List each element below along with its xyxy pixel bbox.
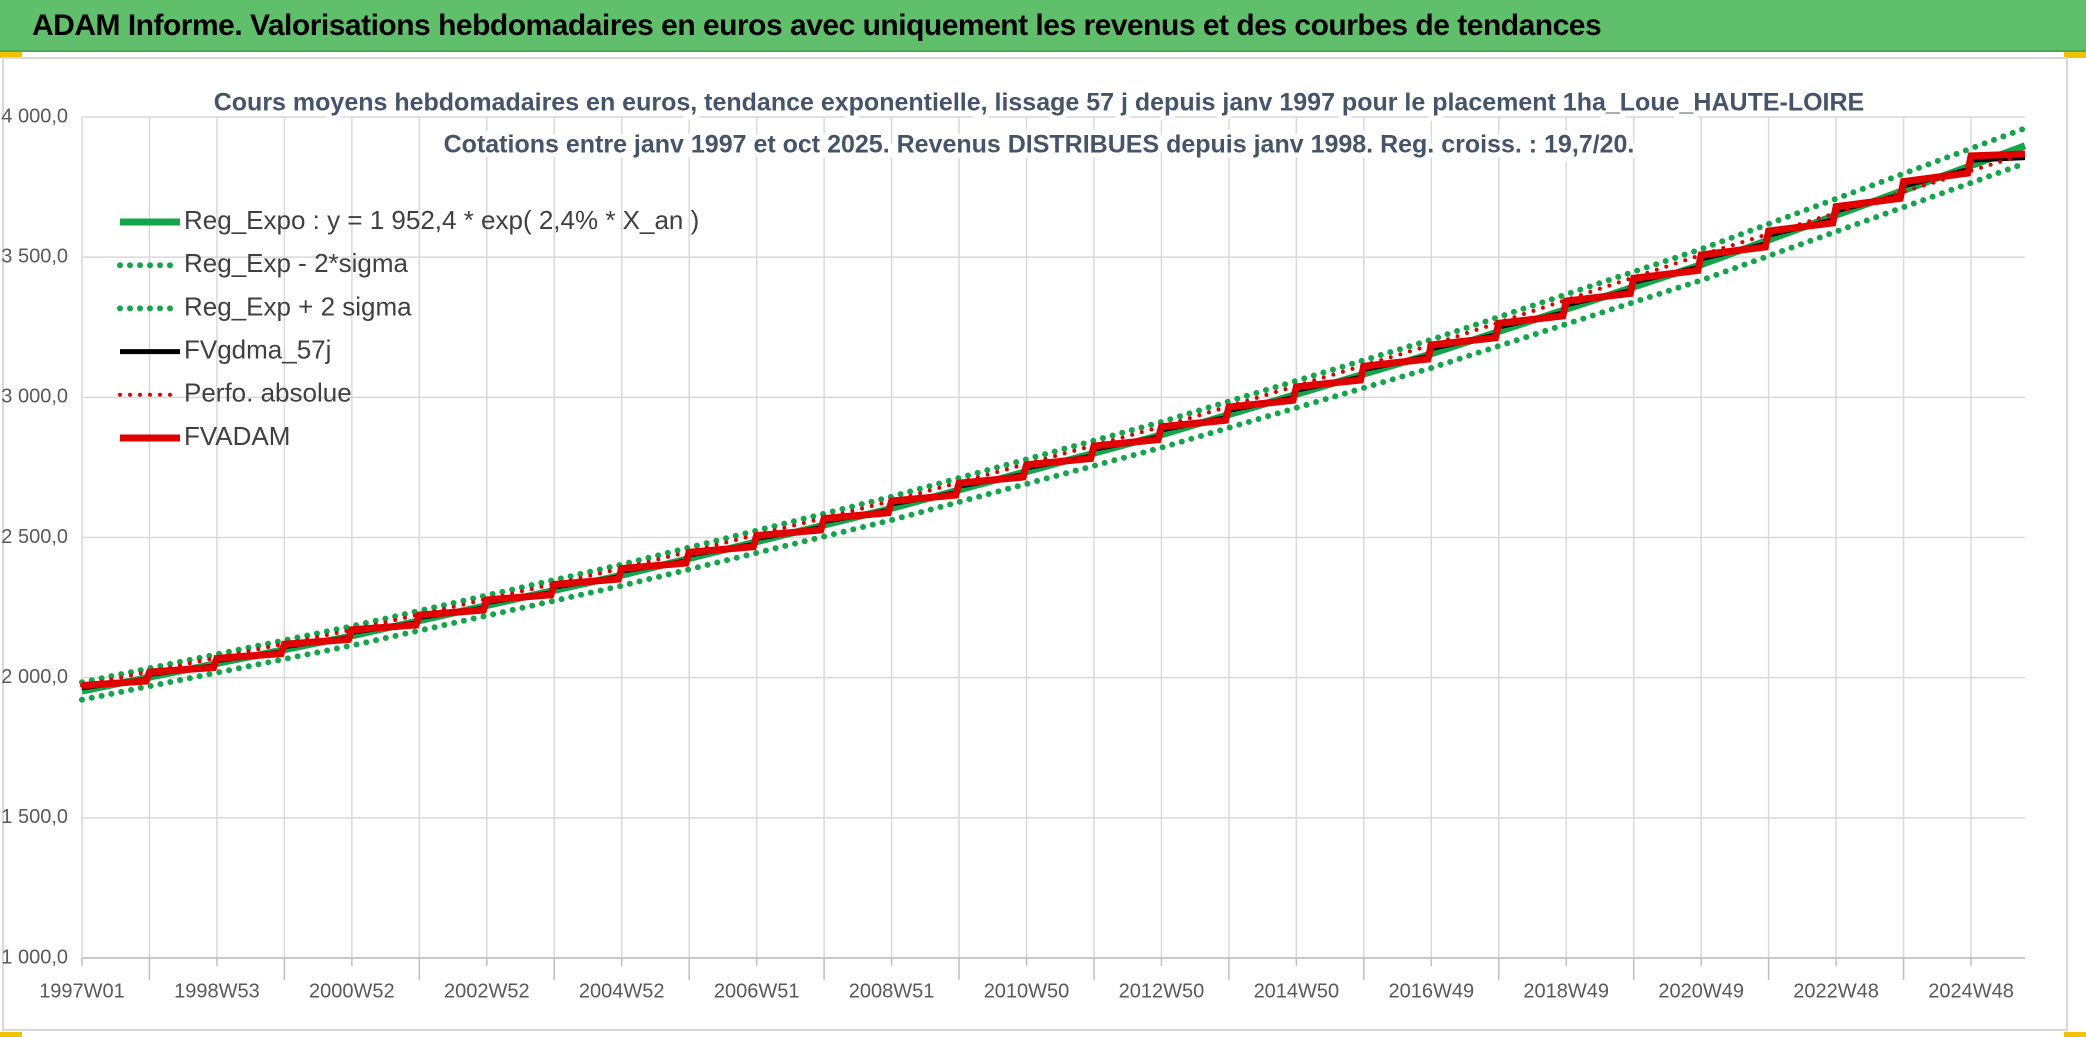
chart-subtitle: Cotations entre janv 1997 et oct 2025. R…: [444, 131, 1635, 159]
x-tick-label: 2002W52: [444, 980, 530, 1002]
legend-label: Reg_Exp - 2*sigma: [184, 248, 409, 278]
x-tick-label: 2000W52: [309, 980, 395, 1002]
x-tick-label: 1997W01: [39, 980, 125, 1002]
y-tick-label: 2 000,0: [1, 666, 68, 688]
legend-label: Reg_Expo : y = 1 952,4 * exp( 2,4% * X_a…: [184, 205, 699, 235]
series-line: [79, 160, 2028, 703]
chart-frame: [2, 57, 2068, 1031]
x-tick-label: 2004W52: [579, 980, 665, 1002]
x-tick-label: 1998W53: [174, 980, 260, 1002]
y-tick-label: 2 500,0: [1, 526, 68, 548]
corner-accent: [0, 1032, 22, 1037]
x-tick-label: 2012W50: [1119, 980, 1205, 1002]
x-tick-label: 2022W48: [1793, 980, 1879, 1002]
legend-label: FVgdma_57j: [184, 334, 331, 364]
y-tick-label: 3 000,0: [1, 386, 68, 408]
y-tick-label: 1 000,0: [1, 946, 68, 968]
x-tick-label: 2008W51: [849, 980, 935, 1002]
x-tick-label: 2024W48: [1928, 980, 2014, 1002]
corner-accent: [2064, 52, 2086, 58]
x-tick-label: 2016W49: [1388, 980, 1474, 1002]
x-tick-label: 2006W51: [714, 980, 800, 1002]
header-title: ADAM Informe. Valorisations hebdomadaire…: [32, 9, 1602, 42]
x-tick-label: 2020W49: [1658, 980, 1744, 1002]
corner-accent: [0, 52, 22, 58]
legend-label: Reg_Exp + 2 sigma: [184, 291, 412, 321]
legend-label: Perfo. absolue: [184, 378, 352, 408]
y-tick-label: 1 500,0: [1, 806, 68, 828]
series-line: [81, 150, 2026, 690]
series-line: [79, 125, 2028, 686]
x-tick-label: 2018W49: [1523, 980, 1609, 1002]
chart-title: Cours moyens hebdomadaires en euros, ten…: [214, 89, 1865, 117]
y-tick-label: 3 500,0: [1, 245, 68, 267]
x-tick-label: 2010W50: [984, 980, 1070, 1002]
y-tick-label: 4 000,0: [1, 105, 68, 127]
x-tick-label: 2014W50: [1254, 980, 1340, 1002]
legend-label: FVADAM: [184, 421, 290, 451]
header-bar: ADAM Informe. Valorisations hebdomadaire…: [0, 0, 2086, 52]
corner-accent: [2064, 1032, 2086, 1037]
